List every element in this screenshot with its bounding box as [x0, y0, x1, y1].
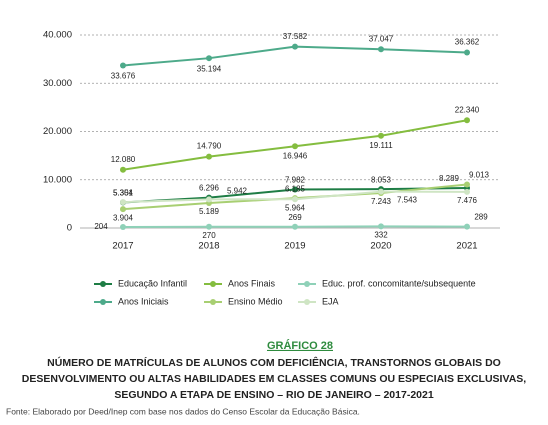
data-point: [120, 62, 126, 69]
title-line: SEGUNDO A ETAPA DE ENSINO – RIO DE JANEI…: [114, 389, 434, 401]
data-point: [292, 196, 298, 203]
y-tick-label: 0: [67, 223, 72, 234]
data-point: [464, 181, 470, 188]
source: Fonte: Elaborado por Deed/Inep com base …: [6, 406, 360, 416]
data-label: 6.185: [285, 184, 306, 193]
data-label: 270: [202, 231, 216, 240]
data-label: 37.582: [283, 32, 308, 41]
data-label: 35.194: [197, 64, 222, 73]
data-point: [292, 223, 298, 230]
data-label: 12.080: [111, 155, 136, 164]
legend-label: EJA: [322, 296, 339, 306]
y-tick-label: 30.000: [43, 78, 72, 89]
data-label: 8.053: [371, 175, 392, 184]
legend-dot: [304, 281, 310, 287]
legend-dot: [304, 299, 310, 305]
caption: GRÁFICO 28: [267, 339, 333, 352]
data-label: 7.476: [457, 196, 478, 205]
data-point: [378, 132, 384, 139]
data-label: 8.289: [439, 174, 460, 183]
y-tick-label: 10.000: [43, 174, 72, 185]
legend-label: Educ. prof. concomitante/subsequente: [322, 278, 476, 288]
data-label: 5.964: [285, 203, 306, 212]
title-line: NÚMERO DE MATRÍCULAS DE ALUNOS COM DEFIC…: [47, 356, 501, 369]
legend-label: Ensino Médio: [228, 296, 283, 306]
data-label: 14.790: [197, 142, 222, 151]
data-point: [206, 153, 212, 160]
data-point: [120, 199, 126, 206]
data-label: 33.676: [111, 72, 136, 81]
x-tick-label: 2019: [284, 241, 305, 252]
data-label: 5.301: [113, 189, 134, 198]
data-label: 9.013: [469, 171, 490, 180]
data-label: 36.362: [455, 38, 480, 47]
data-point: [206, 55, 212, 62]
data-point: [120, 206, 126, 213]
legend-dot: [210, 281, 216, 287]
data-label: 6.296: [199, 184, 220, 193]
data-label: 7.243: [371, 197, 392, 206]
data-point: [292, 186, 298, 193]
data-point: [464, 223, 470, 230]
data-point: [464, 188, 470, 195]
data-label: 289: [474, 213, 488, 222]
data-label: 5.189: [199, 207, 220, 216]
y-tick-label: 40.000: [43, 30, 72, 41]
data-label: 7.982: [285, 176, 306, 185]
legend-dot: [210, 299, 216, 305]
data-point: [464, 117, 470, 124]
data-point: [378, 46, 384, 53]
legend-dot: [100, 281, 106, 287]
legend-label: Educação Infantil: [118, 278, 187, 288]
data-label: 204: [94, 222, 108, 231]
data-label: 16.946: [283, 151, 308, 160]
legend-label: Anos Iniciais: [118, 296, 169, 306]
data-label: 37.047: [369, 34, 394, 43]
data-point: [378, 188, 384, 195]
data-label: 7.543: [397, 196, 418, 205]
data-label: 3.904: [113, 213, 134, 222]
data-point: [292, 143, 298, 150]
data-label: 5.354: [113, 188, 134, 197]
x-tick-label: 2020: [370, 241, 391, 252]
data-label: 269: [288, 213, 302, 222]
data-point: [120, 166, 126, 173]
data-point: [378, 223, 384, 230]
data-point: [206, 196, 212, 203]
data-label: 22.340: [455, 105, 480, 114]
legend-label: Anos Finais: [228, 278, 276, 288]
x-tick-label: 2018: [198, 241, 219, 252]
data-label: 19.111: [369, 141, 393, 150]
data-label: 332: [374, 231, 388, 240]
data-label: 5.942: [227, 186, 248, 195]
data-point: [120, 224, 126, 231]
title-line: DESENVOLVIMENTO OU ALTAS HABILIDADES EM …: [22, 373, 527, 385]
legend-dot: [100, 299, 106, 305]
y-tick-label: 20.000: [43, 126, 72, 137]
x-tick-label: 2021: [456, 241, 477, 252]
data-point: [292, 43, 298, 50]
x-tick-label: 2017: [112, 241, 133, 252]
data-point: [206, 223, 212, 230]
data-point: [464, 49, 470, 56]
